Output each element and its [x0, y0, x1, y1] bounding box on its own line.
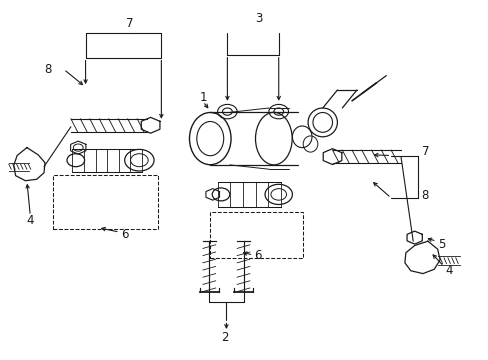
Text: 2: 2 [221, 331, 228, 344]
Text: 8: 8 [44, 63, 52, 76]
Text: 7: 7 [125, 17, 133, 30]
Text: 8: 8 [421, 189, 428, 202]
Text: 4: 4 [444, 264, 451, 277]
Text: 4: 4 [26, 214, 34, 227]
Text: 7: 7 [421, 145, 428, 158]
Text: 5: 5 [437, 238, 444, 251]
Bar [210, 212, 303, 258]
Text: 6: 6 [121, 228, 128, 240]
Text: 6: 6 [254, 249, 262, 262]
Text: 1: 1 [199, 91, 206, 104]
Text: 3: 3 [255, 12, 263, 25]
Bar [53, 175, 158, 229]
